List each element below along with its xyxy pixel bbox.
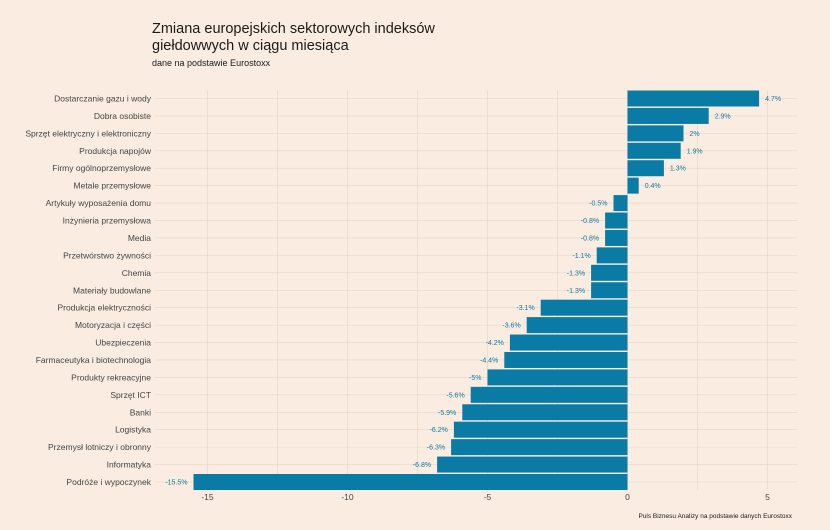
bar xyxy=(470,386,628,403)
value-label: -6.8% xyxy=(413,462,431,469)
bar xyxy=(627,125,684,142)
category-label: Farmaceutyka i biotechnologia xyxy=(36,355,152,365)
value-label: -5.9% xyxy=(438,410,456,417)
value-label: -1.3% xyxy=(567,270,585,277)
chart-title-line-2: giełdowwych w ciągu miesiąca xyxy=(152,38,349,54)
bar xyxy=(596,247,628,264)
category-label: Produkty rekreacyjne xyxy=(71,372,151,382)
category-label: Ubezpieczenia xyxy=(95,338,151,348)
category-label: Produkcja napojów xyxy=(79,146,152,156)
value-label: -15.5% xyxy=(165,480,187,487)
value-label: 1.3% xyxy=(670,166,686,173)
value-label: 2% xyxy=(690,131,700,138)
x-tick-label: -10 xyxy=(341,492,354,502)
bar xyxy=(504,351,628,368)
bar xyxy=(627,142,681,159)
x-tick-label: -5 xyxy=(484,492,492,502)
value-label: -3.6% xyxy=(502,323,520,330)
value-label: -0.8% xyxy=(581,235,599,242)
bar xyxy=(627,177,639,194)
bar xyxy=(605,212,628,229)
value-label: -3.1% xyxy=(516,305,534,312)
value-label: -6.2% xyxy=(430,427,448,434)
bar xyxy=(605,229,628,246)
category-label: Informatyka xyxy=(107,460,152,470)
category-label: Logistyka xyxy=(115,425,151,435)
category-label: Firmy ogólnoprzemysłowe xyxy=(52,163,151,173)
value-label: -4.4% xyxy=(480,357,498,364)
chart-subtitle: dane na podstawie Eurostoxx xyxy=(152,58,271,68)
value-label: -4.2% xyxy=(486,340,504,347)
bar xyxy=(613,195,628,212)
category-label: Metale przemysłowe xyxy=(74,181,152,191)
category-label: Produkcja elektryczności xyxy=(57,303,151,313)
bar xyxy=(627,160,664,177)
value-label: 0.4% xyxy=(645,183,661,190)
value-label: 4.7% xyxy=(765,96,781,103)
bar xyxy=(591,282,628,299)
chart-caption: Puls Biznesu Analizy na podstawie danych… xyxy=(638,513,792,520)
category-label: Banki xyxy=(130,407,151,417)
chart-title-line-1: Zmiana europejskich sektorowych indeksów xyxy=(152,21,435,37)
value-label: -1.1% xyxy=(572,253,590,260)
category-label: Sprzęt elektryczny i elektroniczny xyxy=(25,128,151,138)
value-label: -1.3% xyxy=(567,288,585,295)
bar xyxy=(591,264,628,281)
category-label: Inżynieria przemysłowa xyxy=(63,216,152,226)
category-label: Materiały budowlane xyxy=(73,285,151,295)
category-label: Podróże i wypoczynek xyxy=(66,477,151,487)
x-tick-label: -15 xyxy=(201,492,214,502)
bar xyxy=(437,456,628,473)
category-label: Dobra osobiste xyxy=(94,111,151,121)
chart-title: Zmiana europejskich sektorowych indeksów… xyxy=(152,21,435,55)
category-label: Przetwórstwo żywności xyxy=(63,250,151,260)
value-label: -5% xyxy=(469,375,481,382)
bar xyxy=(540,299,628,316)
x-tick-label: 5 xyxy=(765,492,770,502)
bar xyxy=(627,107,709,124)
value-label: 1.9% xyxy=(687,148,703,155)
bar xyxy=(193,474,628,490)
bar xyxy=(509,334,628,351)
bar xyxy=(487,369,628,386)
bar xyxy=(453,421,628,438)
bar xyxy=(462,404,628,421)
bar xyxy=(627,90,760,107)
category-label: Dostarczanie gazu i wody xyxy=(54,94,152,104)
category-label: Artykuły wyposażenia domu xyxy=(46,198,152,208)
value-label: -0.5% xyxy=(589,201,607,208)
category-label: Chemia xyxy=(122,268,152,278)
value-label: -0.8% xyxy=(581,218,599,225)
value-label: -5.6% xyxy=(446,392,464,399)
x-tick-label: 0 xyxy=(625,492,630,502)
category-label: Przemysł lotniczy i obronny xyxy=(48,442,152,452)
category-label: Media xyxy=(128,233,151,243)
category-label: Sprzęt ICT xyxy=(110,390,151,400)
bar xyxy=(526,317,628,334)
value-label: -6.3% xyxy=(427,445,445,452)
category-label: Motoryzacja i części xyxy=(75,320,151,330)
value-label: 2.9% xyxy=(715,113,731,120)
bar xyxy=(451,439,628,456)
